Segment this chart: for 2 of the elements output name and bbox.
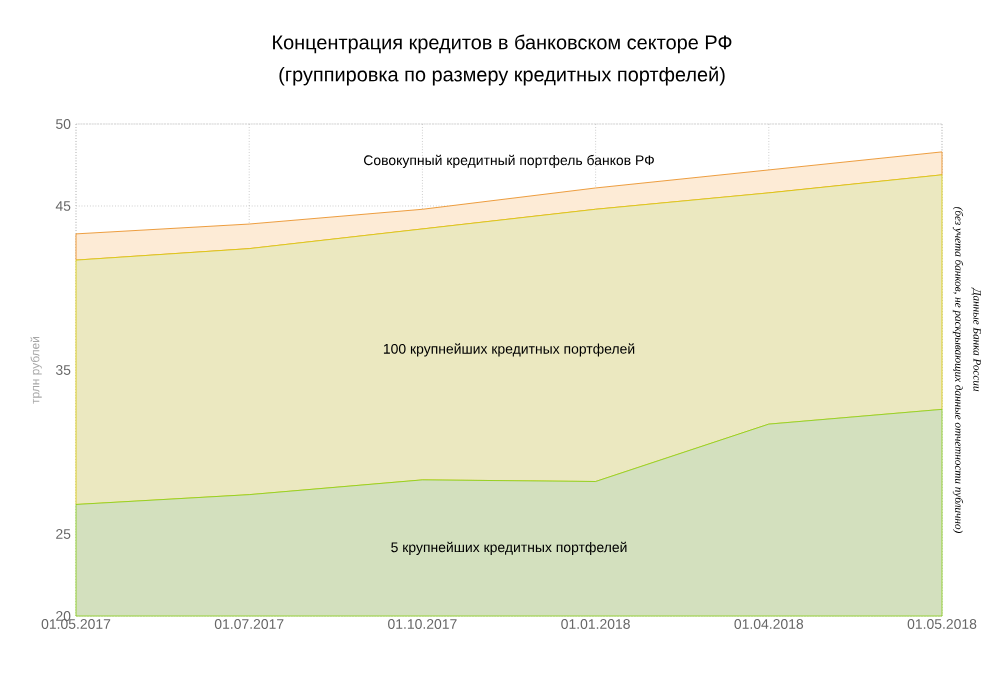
chart-subtitle: (группировка по размеру кредитных портфелей) [279, 66, 725, 86]
chart-title: Концентрация кредитов в банковском секторе РФ [273, 34, 732, 54]
